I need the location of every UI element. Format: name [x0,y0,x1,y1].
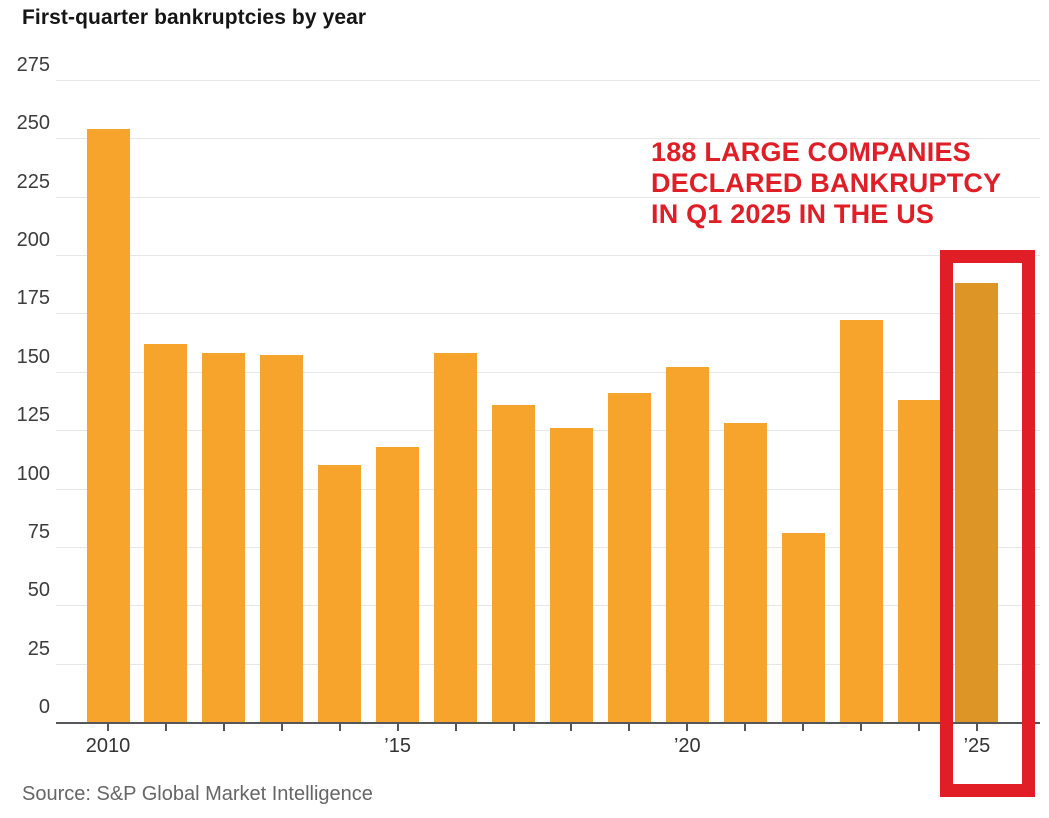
x-tick-2023 [860,724,863,731]
x-axis-line [56,722,1040,724]
bar-2014 [318,465,362,722]
x-tick-2012 [222,724,225,731]
x-tick-label-15: ’15 [384,735,411,757]
y-tick-label-150: 150 [16,345,50,368]
bar-2019 [607,392,651,722]
bar-2012 [202,353,246,722]
gridline-75 [56,547,1040,548]
x-tick-label-2010: 2010 [85,735,131,757]
bar-2023 [839,320,883,722]
y-tick-label-275: 275 [16,54,50,76]
y-tick-label-175: 175 [16,287,50,310]
x-tick-2019 [628,724,631,731]
y-tick-label-225: 225 [16,170,50,193]
x-tick-2011 [164,724,167,731]
gridline-25 [56,664,1040,665]
x-tick-2016 [454,724,457,731]
bar-2013 [260,355,304,722]
x-tick-2013 [280,724,283,731]
y-tick-label-200: 200 [16,229,50,252]
x-tick-label-25: ’25 [963,735,991,757]
gridline-225 [56,197,1040,198]
gridline-125 [56,430,1040,431]
x-tick-2025 [975,724,978,731]
x-tick-2010 [107,724,109,731]
gridline-200 [56,255,1040,256]
highlight-box-2025 [940,250,1035,797]
y-tick-label-0: 0 [38,696,50,718]
x-tick-2024 [918,724,921,731]
gridline-275 [56,80,1040,81]
bar-2016 [434,353,478,722]
y-tick-label-75: 75 [27,520,50,543]
x-tick-2015 [396,724,399,731]
bar-2020 [665,367,709,722]
x-tick-2020 [686,724,689,731]
gridline-175 [56,313,1040,314]
x-tick-2018 [570,724,573,731]
bar-2015 [376,446,420,722]
x-tick-2022 [802,724,805,731]
bar-2010 [86,129,130,722]
y-tick-label-250: 250 [16,112,50,135]
x-tick-label-20: ’20 [673,735,701,757]
bar-2018 [549,427,593,722]
bar-2024 [897,399,941,722]
x-tick-2014 [338,724,341,731]
bar-2011 [144,343,188,722]
x-tick-2017 [512,724,515,731]
bar-2022 [781,532,825,722]
y-tick-label-25: 25 [27,637,50,660]
chart-title: First-quarter bankruptcies by year [22,6,367,29]
gridline-50 [56,605,1040,606]
x-tick-2021 [744,724,747,731]
bar-2025 [955,283,999,722]
y-tick-label-125: 125 [16,404,50,427]
annotation-q1-2025: 188 LARGE COMPANIES DECLARED BANKRUPTCY … [651,137,1002,229]
source-credit: Source: S&P Global Market Intelligence [22,783,373,805]
gridline-150 [56,372,1040,373]
y-tick-label-50: 50 [27,579,50,602]
bar-2021 [723,423,767,722]
gridline-250 [56,138,1040,139]
gridline-100 [56,489,1040,490]
bar-2017 [492,404,535,722]
y-tick-label-100: 100 [16,462,50,485]
